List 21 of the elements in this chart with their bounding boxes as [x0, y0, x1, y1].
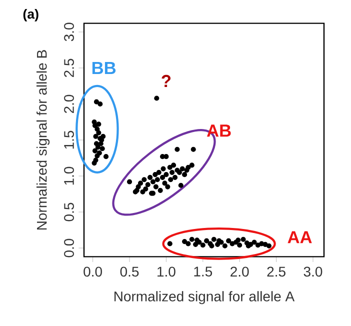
y-tick-label: 2.5	[64, 58, 74, 78]
x-tick-label: 0.5	[120, 266, 139, 277]
y-tick-label: 3.0	[64, 22, 74, 42]
text: (a)	[23, 8, 38, 22]
annotation: BB	[92, 62, 116, 74]
y-tick-label: 0.5	[64, 202, 74, 222]
x-tick-label: 2.0	[230, 266, 249, 277]
y-axis-title: Normalized signal for allele B	[36, 50, 50, 230]
x-tick-label: 1.5	[194, 266, 212, 276]
y-tick-label: 1.0	[64, 166, 74, 185]
x-tick-label: 0.0	[84, 266, 102, 277]
x-tick-label: 2.5	[267, 266, 286, 277]
annotation: AB	[206, 124, 231, 137]
x-tick-label: 3.0	[304, 266, 322, 277]
annotation: AA	[288, 231, 312, 244]
x-axis-title: Normalized signal for allele A	[114, 291, 295, 304]
y-tick-label: 1.5	[64, 130, 74, 149]
y-tick-label: 0.0	[64, 238, 74, 258]
y-tick-label: 2.0	[64, 94, 74, 114]
annotation: ?	[162, 74, 171, 87]
x-tick-label: 1.0	[158, 266, 176, 277]
